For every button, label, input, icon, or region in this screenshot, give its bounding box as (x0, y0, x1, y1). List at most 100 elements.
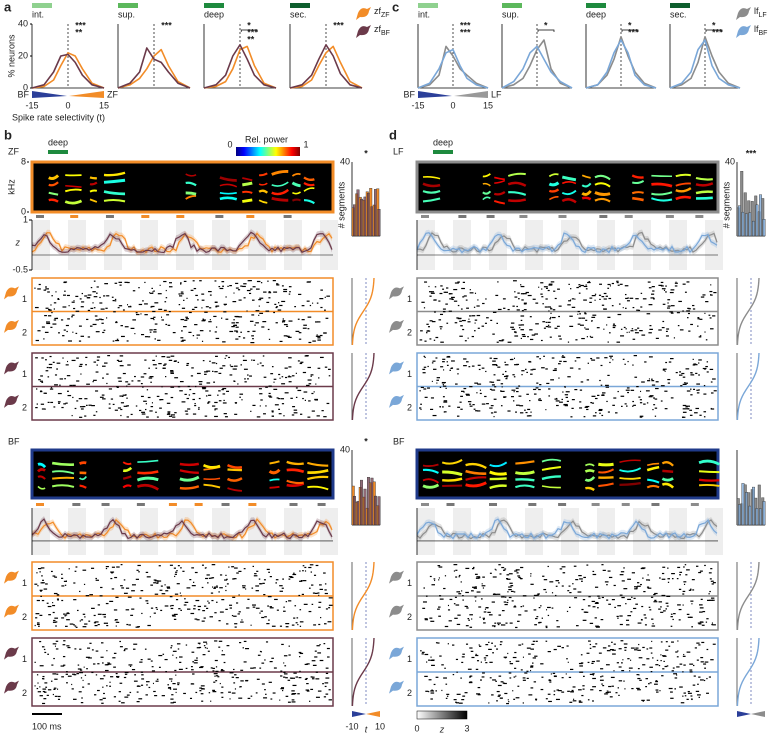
spike (649, 396, 653, 397)
spike (107, 355, 110, 356)
spike (637, 582, 639, 583)
spike (35, 407, 37, 408)
spike (91, 568, 94, 569)
spike (668, 646, 670, 647)
spike (435, 357, 437, 358)
neuron-label: 2 (407, 327, 412, 337)
spike (215, 280, 217, 281)
spike (548, 651, 551, 652)
spike (647, 402, 648, 403)
bird-icon (4, 320, 19, 333)
spike (664, 391, 667, 392)
spike (82, 293, 83, 294)
spike (440, 387, 441, 388)
spike (460, 396, 463, 397)
spike (617, 605, 621, 606)
spike (57, 298, 59, 299)
spike (537, 593, 540, 594)
spike (597, 395, 599, 396)
spike (516, 569, 520, 570)
spike (195, 600, 199, 601)
spike (299, 570, 300, 571)
spike (505, 371, 506, 372)
spike (54, 679, 57, 680)
spike (145, 336, 148, 337)
spike (595, 643, 597, 644)
spike (84, 415, 86, 416)
cum-curve (352, 562, 374, 630)
spike (508, 309, 510, 310)
spike (445, 304, 448, 305)
spike (573, 700, 577, 701)
spike (658, 285, 662, 286)
spike (576, 625, 579, 626)
spike (503, 570, 505, 571)
spectrogram-harmonic (90, 177, 97, 178)
spike (289, 646, 290, 647)
spike (53, 612, 55, 613)
spike (205, 416, 208, 417)
spike (687, 652, 691, 653)
y-tick-label: 20 (18, 50, 28, 60)
spike (63, 295, 66, 296)
spike (104, 283, 108, 284)
spike (583, 689, 585, 690)
spike (94, 622, 96, 623)
spike (662, 288, 666, 289)
spike (250, 342, 254, 343)
spike (510, 585, 513, 586)
spike (55, 696, 58, 697)
spike (631, 597, 632, 598)
spike (517, 686, 519, 687)
spike (689, 669, 692, 670)
spike (475, 655, 478, 656)
spike (541, 677, 543, 678)
spike (281, 383, 285, 384)
spike (174, 670, 176, 671)
spike (95, 390, 98, 391)
spike (298, 595, 300, 596)
spike (325, 677, 329, 678)
spike (294, 605, 296, 606)
spike (461, 288, 465, 289)
spike (309, 611, 312, 612)
spike (53, 689, 55, 690)
spike (296, 373, 297, 374)
spike (229, 331, 233, 332)
spike (455, 702, 457, 703)
spike (522, 310, 524, 311)
spike (612, 305, 614, 306)
spike (676, 372, 678, 373)
spike (75, 408, 77, 409)
spike (545, 298, 547, 299)
spike (288, 702, 291, 703)
spike (676, 282, 677, 283)
spike (437, 609, 440, 610)
spike (573, 686, 576, 687)
spike (55, 374, 57, 375)
spike (119, 691, 121, 692)
spike (649, 329, 653, 330)
spike (638, 668, 640, 669)
spike (127, 416, 129, 417)
spike (192, 585, 196, 586)
spike (531, 644, 534, 645)
spike (521, 669, 523, 670)
spike (555, 595, 556, 596)
spike (225, 590, 226, 591)
spike (205, 647, 206, 648)
spike (212, 670, 214, 671)
spike (522, 334, 525, 335)
spike (198, 409, 200, 410)
spike (57, 363, 61, 364)
spike (230, 364, 231, 365)
spike (610, 696, 613, 697)
spike (455, 576, 457, 577)
spike (615, 412, 617, 413)
spike (37, 330, 40, 331)
spike (186, 668, 188, 669)
spike (430, 657, 431, 658)
spectrogram-harmonic (52, 478, 74, 479)
spike (606, 296, 608, 297)
spike (442, 361, 445, 362)
